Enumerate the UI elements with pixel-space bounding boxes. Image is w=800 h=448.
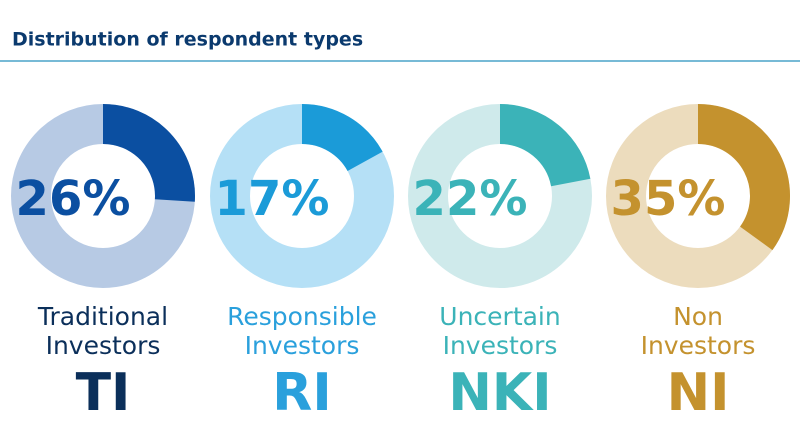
donut-abbr: NKI <box>448 363 551 423</box>
donut-arc <box>102 104 195 202</box>
donut-arc <box>697 104 790 251</box>
value-label: 35% <box>611 171 726 227</box>
donut-arc <box>301 104 383 172</box>
value-label: 22% <box>413 171 528 227</box>
donut-abbr: TI <box>76 363 131 423</box>
donut-arc <box>499 104 591 188</box>
donut-label: Responsible <box>227 302 377 331</box>
donut-abbr: NI <box>667 363 730 423</box>
donut-label: Investors <box>245 331 360 360</box>
donut-label: Traditional <box>37 302 168 331</box>
donut-label: Investors <box>641 331 756 360</box>
donut-abbr: RI <box>272 363 331 423</box>
donut-label: Non <box>673 302 723 331</box>
value-label: 26% <box>16 171 131 227</box>
chart-title: Distribution of respondent types <box>12 29 363 51</box>
value-label: 17% <box>215 171 330 227</box>
donut-label: Investors <box>46 331 161 360</box>
donut-label: Investors <box>443 331 558 360</box>
donut-label: Uncertain <box>439 302 560 331</box>
